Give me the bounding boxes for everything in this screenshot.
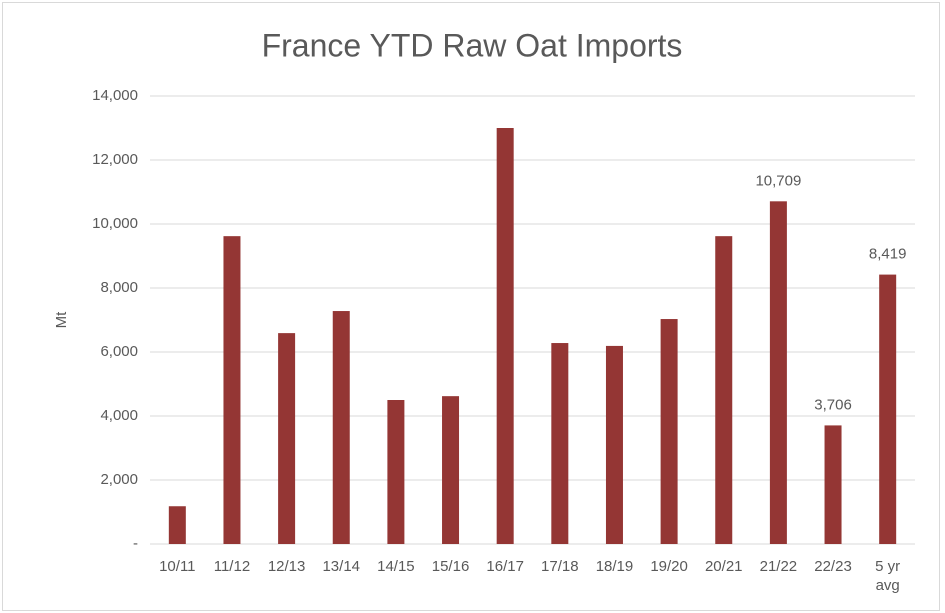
data-label: 8,419 xyxy=(869,246,907,263)
y-tick-label: 6,000 xyxy=(100,343,138,360)
y-tick-label: 14,000 xyxy=(92,87,138,104)
x-tick-label: 17/18 xyxy=(541,558,579,575)
y-tick-label: 10,000 xyxy=(92,215,138,232)
data-label: 10,709 xyxy=(755,172,801,189)
x-tick-label: 21/22 xyxy=(760,558,798,575)
x-tick-label: 18/19 xyxy=(596,558,634,575)
bar xyxy=(824,425,842,544)
bar xyxy=(332,311,350,544)
x-tick-label: 11/12 xyxy=(214,558,250,575)
x-tick-label: 22/23 xyxy=(814,558,852,575)
y-tick-label: - xyxy=(133,535,138,552)
bar xyxy=(223,236,241,544)
bar xyxy=(551,343,569,544)
bar xyxy=(168,506,186,544)
y-axis-label: Mt xyxy=(53,311,70,328)
y-tick-label: 4,000 xyxy=(100,407,138,424)
y-tick-label: 2,000 xyxy=(100,471,138,488)
y-tick-label: 12,000 xyxy=(92,151,138,168)
x-tick-label: 13/14 xyxy=(322,558,360,575)
chart-title: France YTD Raw Oat Imports xyxy=(262,27,683,63)
bar xyxy=(879,274,897,544)
bar xyxy=(769,201,787,544)
x-tick-label: 15/16 xyxy=(432,558,470,575)
bar xyxy=(660,319,678,544)
x-tick-label: 14/15 xyxy=(377,558,415,575)
bar xyxy=(387,400,405,544)
x-tick-label: 19/20 xyxy=(650,558,688,575)
bar xyxy=(442,396,460,544)
bar xyxy=(278,333,296,544)
x-tick-label: 12/13 xyxy=(268,558,306,575)
x-tick-label: 5 yr avg xyxy=(875,558,900,594)
y-tick-label: 8,000 xyxy=(100,279,138,296)
x-tick-label: 10/11 xyxy=(159,558,195,575)
bar xyxy=(496,128,514,544)
bar xyxy=(605,345,623,544)
data-label: 3,706 xyxy=(814,396,852,413)
x-tick-label: 20/21 xyxy=(705,558,743,575)
x-tick-label: 16/17 xyxy=(486,558,524,575)
bar xyxy=(715,236,733,544)
